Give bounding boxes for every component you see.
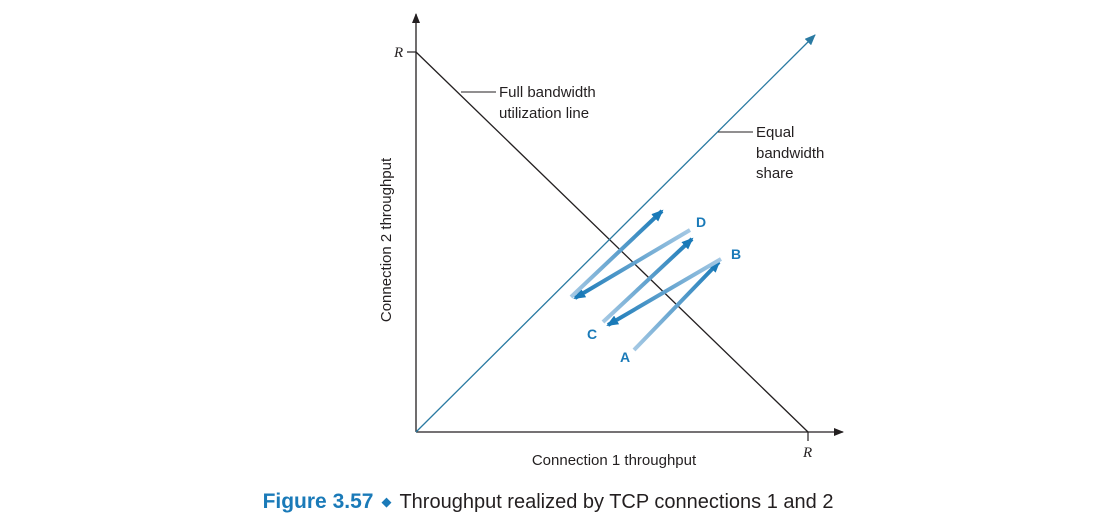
x-axis-r-label: R <box>802 445 812 461</box>
diamond-bullet-icon: ◆ <box>381 495 392 510</box>
trajectory-arrow-d-to-e <box>573 228 692 300</box>
throughput-diagram: R R Connection 2 throughput Connection 1… <box>378 13 844 469</box>
y-axis-r-label: R <box>393 45 403 61</box>
equal-bandwidth-share-line <box>415 34 816 433</box>
figure-number: Figure 3.57 <box>262 490 374 513</box>
full-bandwidth-utilization-line <box>415 51 809 433</box>
caption-text: Throughput realized by TCP connections 1… <box>399 491 834 513</box>
equal-share-label-line-3: share <box>756 165 794 182</box>
trajectory-arrow-c-to-d <box>601 237 694 324</box>
y-axis-title: Connection 2 throughput <box>378 157 395 322</box>
point-label-a: A <box>620 349 630 365</box>
point-label-d: D <box>696 214 706 230</box>
point-label-c: C <box>587 326 597 342</box>
trajectory-arrow-e-to-f <box>569 209 664 299</box>
figure-caption: Figure 3.57 ◆ Throughput realized by TCP c… <box>0 490 1096 514</box>
equal-share-label: Equal bandwidth share <box>756 124 829 182</box>
trajectory-arrow-b-to-c <box>606 257 723 327</box>
equal-share-label-line-1: Equal <box>756 124 794 141</box>
trajectory-arrow-a-to-b <box>632 260 721 352</box>
full-bandwidth-label-line-1: Full bandwidth <box>499 84 596 101</box>
full-bandwidth-label: Full bandwidth utilization line <box>499 84 600 122</box>
equal-share-label-line-2: bandwidth <box>756 145 824 162</box>
point-label-b: B <box>731 246 741 262</box>
full-bandwidth-label-line-2: utilization line <box>499 105 589 122</box>
x-axis-title: Connection 1 throughput <box>532 452 697 469</box>
